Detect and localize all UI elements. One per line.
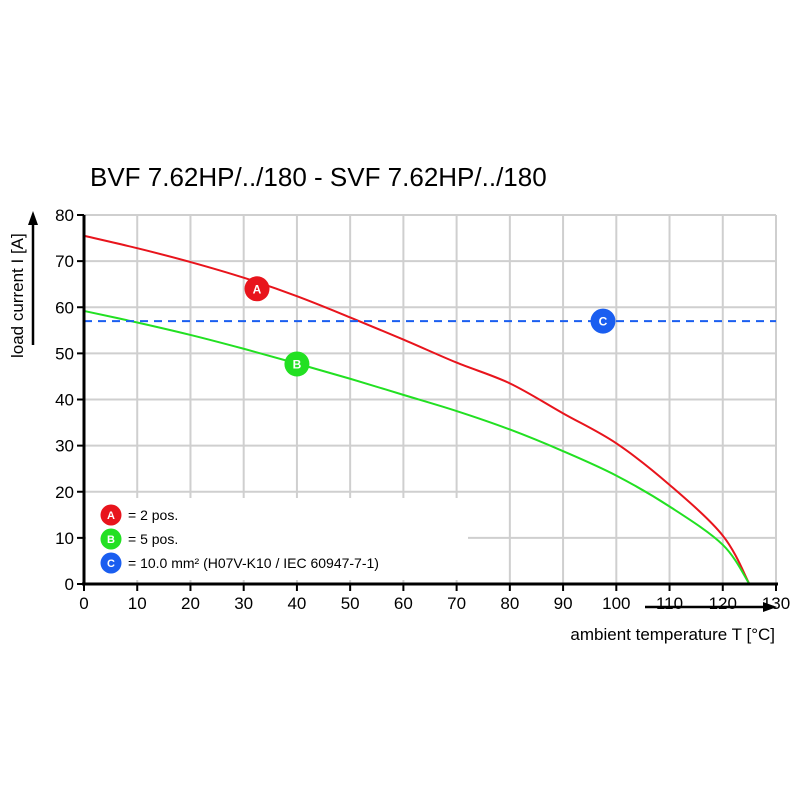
x-tick-label: 90 [554,594,573,613]
series-marker-c [590,308,616,334]
series-line-a [83,234,751,585]
y-tick-label: 30 [55,437,74,456]
x-tick-label: 120 [709,594,737,613]
series-marker-label: C [599,315,608,329]
y-tick-label: 70 [55,252,74,271]
y-tick-label: 40 [55,391,74,410]
y-axis-label: load current I [A] [8,233,27,358]
series-marker-label: A [253,282,262,296]
legend-marker-label: C [107,558,115,570]
series-marker-label: B [293,357,302,371]
y-axis-label-group: load current I [A] [8,211,38,358]
legend-marker-label: B [107,534,115,546]
x-tick-label: 110 [656,594,683,613]
legend: A = 2 pos. B = 5 pos. C = 10.0 mm² (H07V-K10 … [100,504,379,574]
y-tick-label: 60 [55,298,74,317]
x-tick-label: 40 [287,594,306,613]
x-tick-label: 70 [447,594,466,613]
series-group: ABC [83,234,776,585]
series-marker-b [284,351,310,377]
legend-entry-label: = 5 pos. [128,531,178,547]
x-tick-label: 20 [181,594,200,613]
chart-title: BVF 7.62HP/../180 - SVF 7.62HP/../180 [90,162,547,192]
y-tick-label: 10 [55,529,74,548]
legend-entry-label: = 2 pos. [128,507,178,523]
y-axis-arrow-head [28,211,38,225]
y-tick-label: 80 [55,206,74,225]
tick-labels: 0 10 20 30 40 50 60 70 80 90 100 110 120 130010203040… [55,206,790,613]
x-axis-label: ambient temperature T [°C] [570,625,775,644]
x-tick-label: 50 [341,594,360,613]
y-tick-label: 20 [55,483,74,502]
y-tick-label: 0 [65,575,74,594]
x-tick-label: 80 [500,594,519,613]
axes [77,214,778,591]
legend-marker-b [100,528,122,550]
x-axis-label-group: ambient temperature T [°C] [570,602,777,644]
legend-entry-label: = 10.0 mm² (H07V-K10 / IEC 60947-7-1) [128,555,379,571]
x-tick-label: 30 [234,594,253,613]
x-tick-label: 10 [128,594,147,613]
legend-marker-c [100,552,122,574]
series-line-b [83,309,751,585]
x-tick-label: 100 [602,594,630,613]
legend-marker-label: A [107,510,115,522]
y-tick-label: 50 [55,344,74,363]
series-marker-a [244,276,270,302]
legend-marker-a [100,504,122,526]
legend-background [86,498,468,580]
x-tick-label: 0 [79,594,88,613]
x-tick-label: 60 [394,594,413,613]
x-axis-arrow-head [763,602,777,612]
